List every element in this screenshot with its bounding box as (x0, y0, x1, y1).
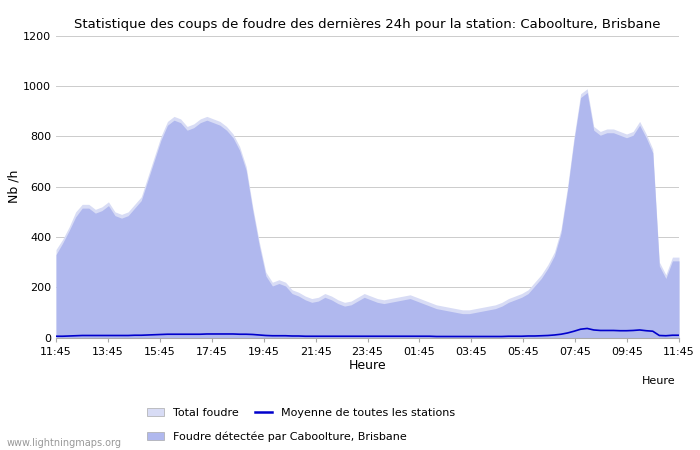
Text: Heure: Heure (642, 376, 675, 386)
Text: www.lightningmaps.org: www.lightningmaps.org (7, 438, 122, 448)
Legend: Foudre détectée par Caboolture, Brisbane: Foudre détectée par Caboolture, Brisbane (143, 427, 411, 446)
Y-axis label: Nb /h: Nb /h (7, 170, 20, 203)
X-axis label: Heure: Heure (349, 359, 386, 372)
Title: Statistique des coups de foudre des dernières 24h pour la station: Caboolture, B: Statistique des coups de foudre des dern… (74, 18, 661, 31)
